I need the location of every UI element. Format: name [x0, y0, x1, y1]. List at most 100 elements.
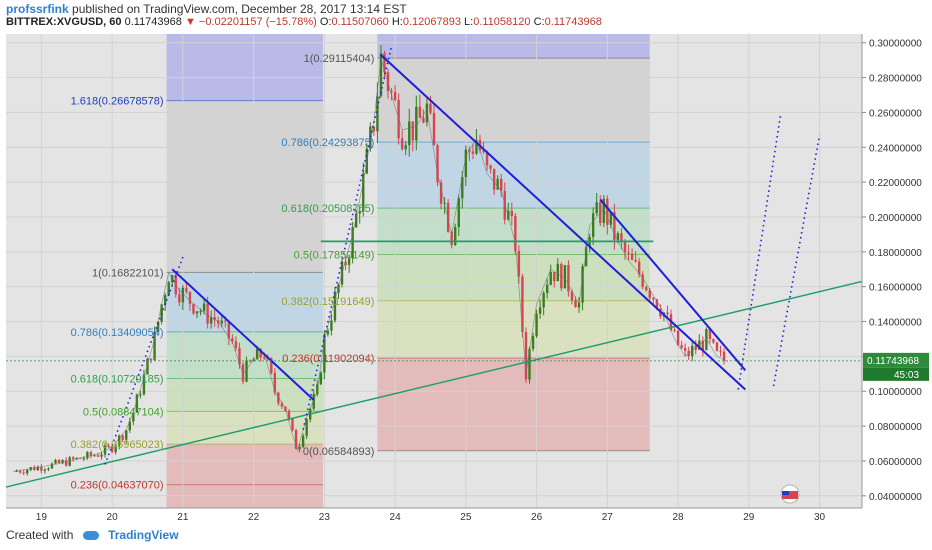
candle-body — [411, 121, 414, 141]
candle-body — [655, 299, 659, 309]
candle-body — [202, 303, 206, 312]
candle-body — [383, 53, 386, 73]
price-axis[interactable] — [862, 34, 930, 508]
candle-body — [408, 121, 411, 146]
publish-line: profssrfink published on TradingView.com… — [6, 2, 407, 16]
candle-body — [153, 332, 156, 360]
x-tick-label: 29 — [743, 512, 755, 523]
author-name[interactable]: profssrfink — [6, 2, 69, 16]
high-value: 0.12067893 — [402, 16, 461, 28]
candle-body — [492, 168, 496, 190]
flag-canton — [782, 491, 789, 495]
candle-body — [333, 292, 337, 321]
y-tick-label: 0.26000000 — [869, 108, 922, 119]
candle-body — [227, 321, 231, 339]
candle-body — [634, 259, 637, 262]
candle-body — [160, 304, 163, 322]
candle-body — [277, 392, 280, 404]
candle-body — [591, 213, 595, 238]
candle-body — [354, 213, 358, 228]
candle-body — [372, 126, 376, 132]
fib-zone — [377, 142, 650, 209]
fib-zone — [166, 100, 323, 273]
fib-level-label: 0.618(0.10729185) — [71, 374, 164, 386]
candle-body — [68, 457, 71, 466]
candle-body — [323, 334, 326, 373]
candle-body — [503, 190, 506, 220]
created-with-label: Created with — [6, 528, 74, 542]
candle-body — [192, 303, 195, 314]
candle-body — [18, 470, 22, 473]
symbol-label: BITTREX:XVGUSD, 60 — [6, 16, 122, 28]
candle-body — [482, 150, 485, 152]
countdown-label: 45:03 — [894, 370, 919, 381]
candle-body — [584, 247, 588, 267]
tradingview-brand[interactable]: TradingView — [108, 528, 179, 542]
x-tick-label: 30 — [814, 512, 826, 523]
candle-body — [567, 265, 570, 292]
candle-body — [291, 418, 294, 431]
footer: Created with TradingView — [6, 528, 179, 542]
candle-body — [393, 92, 397, 100]
candle-body — [146, 358, 149, 375]
candle-body — [376, 96, 379, 132]
candle-body — [347, 258, 351, 266]
candle-body — [436, 145, 439, 183]
fib-zone — [377, 300, 650, 359]
candle-body — [206, 303, 209, 324]
candle-body — [114, 445, 117, 453]
candle-body — [680, 345, 683, 348]
chart-area[interactable]: 1.618(0.26678578) 1(0.16822101) 0.786(0.13… — [0, 32, 932, 524]
x-tick-label: 26 — [531, 512, 543, 523]
fib-level-label: 0.382(0.06965023) — [71, 439, 164, 451]
fib-zone — [166, 444, 323, 485]
candle-body — [337, 284, 340, 293]
candle-body — [326, 330, 330, 335]
fib-level-label: 1(0.16822101) — [92, 267, 164, 279]
y-tick-label: 0.28000000 — [869, 74, 922, 85]
candle-body — [57, 460, 61, 464]
candle-body — [213, 317, 216, 321]
candle-body — [128, 421, 132, 431]
high-label: H: — [391, 16, 403, 28]
price-chart[interactable]: 1.618(0.26678578) 1(0.16822101) 0.786(0.13… — [0, 32, 932, 524]
candle-body — [294, 430, 298, 449]
candle-body — [263, 357, 266, 359]
candle-body — [238, 348, 241, 365]
y-tick-label: 0.30000000 — [869, 39, 922, 50]
candle-body — [521, 276, 524, 333]
fib-level-label: 0.5(0.17850149) — [294, 249, 375, 261]
candle-body — [574, 300, 577, 308]
candle-body — [517, 250, 521, 277]
candle-body — [719, 350, 722, 352]
tradingview-cloud-icon — [82, 531, 99, 541]
candle-body — [429, 103, 432, 113]
candle-body — [722, 351, 726, 361]
candle-body — [195, 311, 199, 314]
candle-body — [676, 330, 680, 346]
x-tick-label: 23 — [319, 512, 331, 523]
fib-level-label: 0.5(0.08847104) — [83, 406, 164, 418]
candle-body — [538, 307, 542, 314]
candle-body — [50, 463, 54, 469]
candle-body — [496, 178, 499, 190]
candle-body — [581, 266, 584, 303]
down-arrow-icon: ▼ — [184, 16, 196, 28]
candle-body — [570, 291, 574, 301]
y-tick-label: 0.06000000 — [869, 457, 922, 468]
x-tick-label: 24 — [390, 512, 402, 523]
candle-body — [422, 117, 425, 123]
candle-body — [379, 53, 383, 97]
projection-dotted-line — [302, 46, 393, 430]
candle-body — [432, 112, 436, 146]
ohlc-line: BITTREX:XVGUSD, 60 0.11743968 ▼ −0.02201… — [6, 16, 602, 28]
candle-body — [167, 282, 170, 296]
resistance-trendline — [171, 268, 315, 401]
candle-body — [425, 103, 429, 123]
low-value: 0.11058120 — [473, 16, 531, 28]
candle-body — [351, 227, 354, 259]
fib-zone — [377, 58, 650, 143]
candle-body — [125, 430, 128, 440]
candle-body — [545, 284, 549, 294]
candle-body — [270, 358, 273, 373]
